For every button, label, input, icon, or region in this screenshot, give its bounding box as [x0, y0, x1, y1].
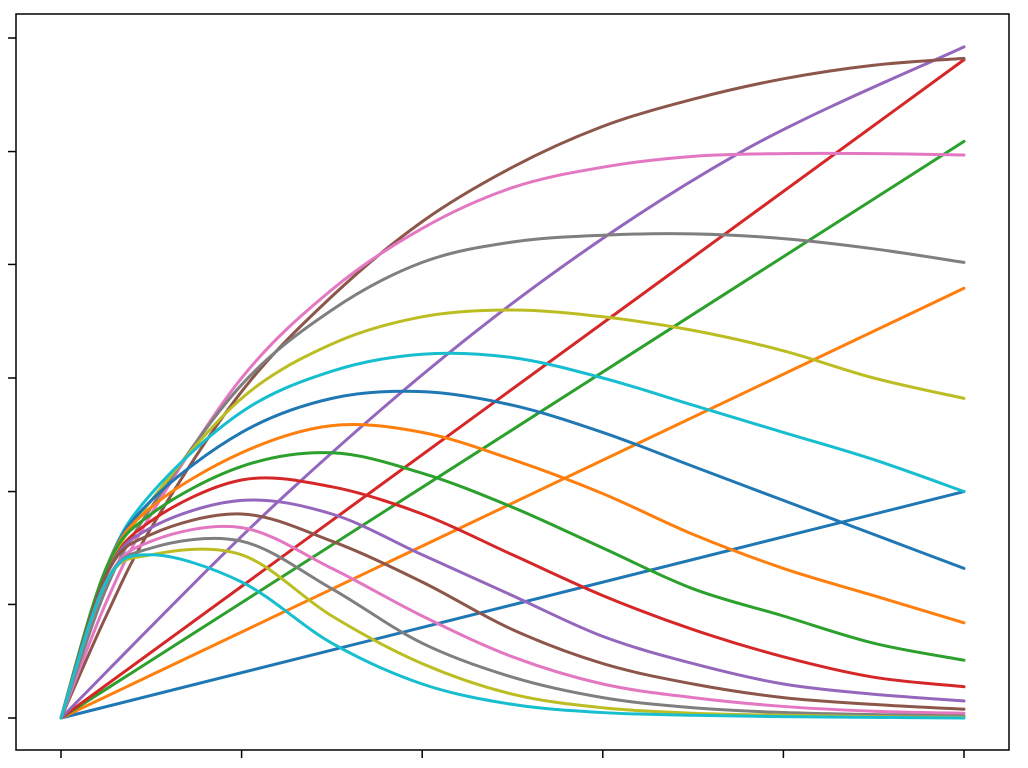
series-line-17	[59, 524, 966, 720]
series-line-15	[59, 498, 966, 720]
series-line-18	[59, 536, 966, 720]
plot-frame	[15, 13, 1010, 751]
series-line-10	[59, 351, 966, 720]
x-axis-ticks	[60, 750, 965, 758]
y-axis-ticks	[8, 37, 16, 719]
plot-area	[16, 14, 1009, 750]
series-line-13	[59, 451, 966, 720]
series-line-3	[59, 139, 966, 720]
series-line-7	[59, 151, 966, 720]
series-line-5	[59, 45, 966, 720]
series-line-14	[59, 476, 966, 720]
series-line-20	[59, 553, 966, 720]
series-line-11	[59, 389, 966, 720]
series-line-4	[59, 58, 966, 720]
series-layer	[59, 45, 966, 720]
series-line-12	[59, 422, 966, 720]
series-line-16	[59, 512, 966, 720]
series-line-1	[59, 490, 966, 720]
